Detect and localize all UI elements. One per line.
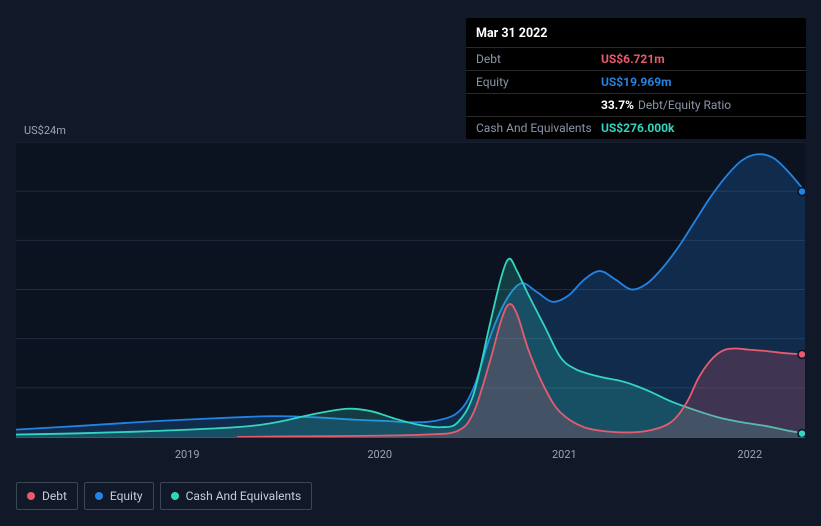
tooltip-row-debt: Debt US$6.721m <box>466 47 806 70</box>
tooltip-label: Equity <box>476 75 601 89</box>
legend-label: Cash And Equivalents <box>186 489 302 503</box>
tooltip-row-ratio: 33.7% Debt/Equity Ratio <box>466 93 806 116</box>
legend-item-debt[interactable]: Debt <box>16 482 78 510</box>
tooltip-value: US$6.721m <box>601 52 665 66</box>
tooltip-value: US$19.969m <box>601 75 671 89</box>
x-axis-label: 2020 <box>367 448 392 461</box>
series-marker-cash-and-equivalents <box>798 430 805 437</box>
x-axis-label: 2019 <box>175 448 200 461</box>
legend-item-equity[interactable]: Equity <box>84 482 154 510</box>
tooltip-ratio-pct: 33.7% <box>601 98 634 112</box>
tooltip-date: Mar 31 2022 <box>466 24 806 47</box>
tooltip-value: US$276.000k <box>601 121 674 135</box>
series-marker-debt <box>798 350 805 358</box>
tooltip-ratio-label: Debt/Equity Ratio <box>638 98 731 112</box>
legend-label: Debt <box>42 489 67 503</box>
legend-item-cash-and-equivalents[interactable]: Cash And Equivalents <box>160 482 313 510</box>
y-axis-max-label: US$24m <box>24 124 66 137</box>
tooltip-label: Cash And Equivalents <box>476 121 601 135</box>
chart-plot-area[interactable] <box>16 142 805 438</box>
series-marker-equity <box>798 188 805 196</box>
tooltip-label: Debt <box>476 52 601 66</box>
series-area-equity <box>16 154 805 437</box>
chart-svg <box>16 142 805 437</box>
x-axis-labels: 2019 2020 2021 2022 <box>16 448 805 464</box>
legend-label: Equity <box>110 489 143 503</box>
chart-tooltip: Mar 31 2022 Debt US$6.721m Equity US$19.… <box>466 18 806 139</box>
chart-legend: Debt Equity Cash And Equivalents <box>16 482 312 510</box>
x-axis-label: 2021 <box>552 448 577 461</box>
legend-dot-icon <box>171 492 179 500</box>
legend-dot-icon <box>27 492 35 500</box>
legend-dot-icon <box>95 492 103 500</box>
tooltip-row-cash: Cash And Equivalents US$276.000k <box>466 116 806 139</box>
tooltip-row-equity: Equity US$19.969m <box>466 70 806 93</box>
x-axis-label: 2022 <box>737 448 762 461</box>
